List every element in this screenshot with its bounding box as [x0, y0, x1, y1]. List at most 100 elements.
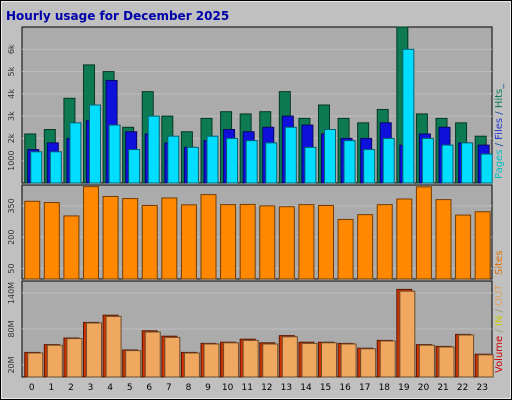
x-tick-3: 3: [88, 383, 94, 393]
bar-hits-pages-5: [128, 149, 141, 184]
x-tick-20: 20: [418, 383, 430, 393]
bar-sites-sites-2: [63, 215, 80, 280]
x-tick-4: 4: [107, 383, 113, 393]
bar-hits-pages-18: [382, 137, 395, 184]
bar-volume-out-3: [85, 322, 102, 378]
bar-volume-out-1: [46, 344, 63, 378]
legend-volume-part-0: Volume: [494, 336, 505, 373]
bar-hits-pages-0: [30, 151, 43, 184]
bar-hits-pages-12: [265, 142, 278, 184]
legend-volume-part-1: /: [494, 326, 505, 336]
bar-sites-sites-15: [317, 204, 334, 280]
bar-volume-out-4: [105, 315, 122, 378]
bar-volume-out-20: [418, 344, 435, 378]
bar-volume-out-13: [281, 336, 298, 378]
legend-hits-part-2: Files: [494, 118, 505, 140]
bar-sites-sites-10: [220, 204, 237, 280]
y-tick-volume-0: 20M: [7, 356, 16, 373]
x-tick-17: 17: [359, 383, 370, 393]
x-tick-5: 5: [127, 383, 133, 393]
legend-volume: Volume / IN / OUT: [494, 284, 505, 373]
chart-title: Hourly usage for December 2025: [6, 9, 229, 23]
bar-hits-pages-9: [206, 135, 219, 184]
y-tick-hits-0: 1000: [7, 151, 16, 171]
legend-hits-part-0: Pages: [494, 150, 505, 179]
bar-sites-sites-4: [102, 195, 119, 280]
y-tick-hits-4: 5k: [7, 66, 16, 76]
y-tick-hits-3: 4k: [7, 89, 16, 99]
x-tick-19: 19: [398, 383, 410, 393]
bar-hits-pages-6: [147, 115, 160, 184]
y-tick-volume-1: 80M: [7, 320, 16, 337]
bar-volume-out-22: [458, 334, 475, 378]
bar-volume-out-11: [242, 339, 259, 378]
x-tick-11: 11: [241, 383, 252, 393]
y-tick-sites-0: 50: [7, 263, 16, 273]
bar-hits-pages-19: [402, 48, 415, 184]
bar-volume-out-8: [183, 352, 200, 378]
bar-volume-out-19: [399, 290, 416, 378]
legend-volume-part-4: OUT: [494, 284, 505, 306]
bar-volume-out-9: [203, 343, 220, 378]
bar-volume-out-6: [144, 331, 161, 378]
bar-sites-sites-19: [396, 198, 413, 280]
x-tick-8: 8: [186, 383, 192, 393]
bar-sites-sites-5: [122, 198, 139, 280]
x-tick-15: 15: [320, 383, 331, 393]
legend-volume-part-3: /: [494, 306, 505, 316]
bar-sites-sites-23: [474, 211, 491, 280]
bar-volume-out-15: [320, 342, 337, 378]
y-tick-hits-1: 2k: [7, 133, 16, 143]
bar-hits-pages-17: [363, 149, 376, 184]
bar-hits-pages-15: [323, 129, 336, 184]
x-tick-2: 2: [68, 383, 74, 393]
bar-hits-pages-21: [441, 144, 454, 184]
x-tick-13: 13: [281, 383, 292, 393]
bar-hits-pages-4: [108, 124, 121, 184]
y-tick-hits-5: 6k: [7, 44, 16, 54]
bar-sites-sites-0: [24, 200, 41, 280]
legend-hits-part-4: Hits: [494, 89, 505, 108]
bar-volume-out-0: [27, 352, 44, 378]
bar-sites-sites-12: [259, 205, 276, 280]
bar-volume-out-18: [379, 340, 396, 378]
panel-sites: [21, 184, 493, 280]
bar-sites-sites-16: [337, 218, 354, 280]
legend-hits-part-3: /: [494, 108, 505, 118]
x-tick-22: 22: [457, 383, 468, 393]
bar-sites-sites-8: [180, 204, 197, 280]
x-tick-10: 10: [222, 383, 234, 393]
bar-sites-sites-13: [278, 206, 295, 280]
bar-volume-out-5: [125, 350, 142, 378]
y-tick-sites-1: 200: [7, 230, 16, 245]
bar-sites-sites-6: [141, 204, 158, 280]
bar-volume-out-14: [301, 342, 318, 378]
legend-sites: Sites: [494, 251, 505, 275]
x-tick-12: 12: [261, 383, 272, 393]
y-tick-volume-2: 140M: [7, 282, 16, 304]
bar-hits-pages-8: [186, 146, 199, 184]
bar-volume-out-23: [477, 354, 494, 378]
bar-hits-pages-2: [69, 122, 82, 184]
bar-sites-sites-1: [43, 202, 60, 280]
bar-sites-sites-14: [298, 204, 315, 280]
x-tick-7: 7: [166, 383, 172, 393]
bar-volume-out-12: [262, 343, 279, 378]
bar-hits-pages-1: [49, 151, 62, 184]
bar-volume-out-17: [360, 348, 377, 378]
bar-volume-out-10: [223, 342, 240, 378]
bar-volume-out-2: [66, 338, 83, 378]
bar-hits-pages-14: [304, 146, 317, 184]
bar-hits-pages-7: [167, 135, 180, 184]
legend-hits-part-5: _: [494, 83, 505, 90]
bar-sites-sites-17: [357, 214, 374, 280]
legend-volume-part-2: IN: [494, 316, 505, 326]
x-tick-1: 1: [49, 383, 55, 393]
bar-sites-sites-22: [455, 214, 472, 280]
x-tick-6: 6: [146, 383, 152, 393]
bar-hits-pages-13: [284, 126, 297, 184]
x-tick-23: 23: [476, 383, 487, 393]
bar-hits-pages-16: [343, 140, 356, 184]
